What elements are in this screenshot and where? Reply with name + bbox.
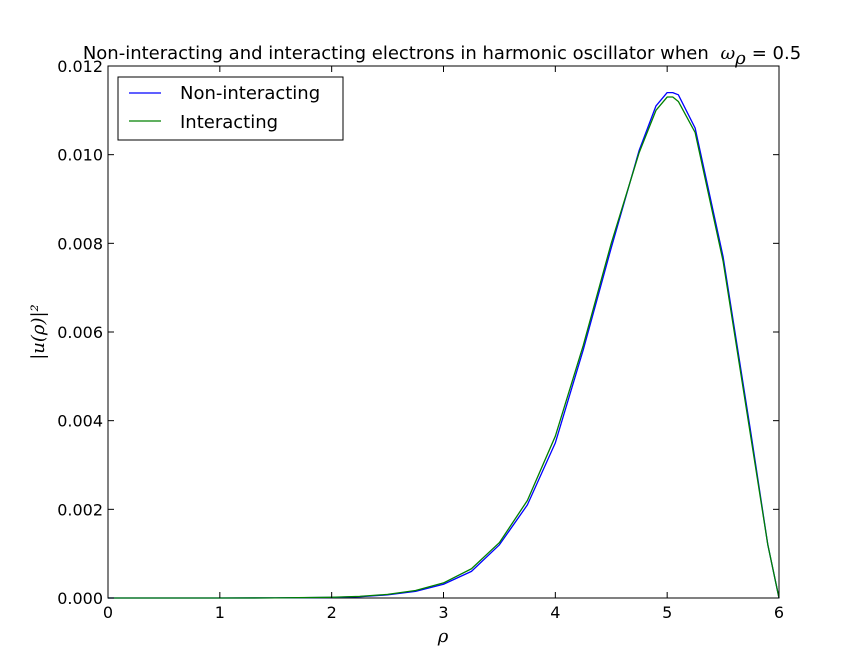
legend-box — [117, 76, 344, 141]
ticks-layer: 0 1 2 3 4 5 6 0.000 0.002 0.004 0.006 0.008 0.010 0.0… — [57, 57, 784, 622]
x-tick-label: 2 — [327, 603, 337, 622]
y-tick-label: 0.010 — [57, 146, 103, 165]
y-tick-label: 0.012 — [57, 57, 103, 76]
chart-title-omega: ω — [720, 43, 735, 64]
y-tick-label: 0.008 — [57, 234, 103, 253]
legend-label-interacting: Interacting — [180, 112, 278, 133]
x-axis-label: ρ — [437, 626, 449, 647]
y-tick-label: 0.002 — [57, 500, 103, 519]
y-tick-label: 0.000 — [57, 589, 103, 608]
series-line-non-interacting — [108, 91, 780, 599]
x-tick-label: 1 — [215, 603, 225, 622]
x-tick-label: 3 — [438, 603, 448, 622]
chart-title-omega-subscript: ρ — [734, 48, 746, 69]
x-tick-label: 4 — [550, 603, 560, 622]
x-tick-label: 0 — [103, 603, 113, 622]
chart-title: Non-interacting and interacting electron… — [83, 43, 801, 69]
plot-frame — [107, 65, 780, 599]
series-layer — [108, 91, 780, 599]
chart-title-text: Non-interacting and interacting electron… — [83, 43, 709, 64]
legend: Non-interacting Interacting — [117, 76, 344, 141]
chart-title-suffix: = 0.5 — [752, 43, 801, 64]
legend-label-non-interacting: Non-interacting — [180, 83, 320, 104]
y-tick-label: 0.006 — [57, 323, 103, 342]
x-tick-label: 6 — [774, 603, 784, 622]
series-line-interacting — [108, 96, 780, 599]
y-axis-label: |u(ρ)|² — [28, 304, 49, 360]
x-tick-label: 5 — [662, 603, 672, 622]
y-tick-label: 0.004 — [57, 412, 103, 431]
